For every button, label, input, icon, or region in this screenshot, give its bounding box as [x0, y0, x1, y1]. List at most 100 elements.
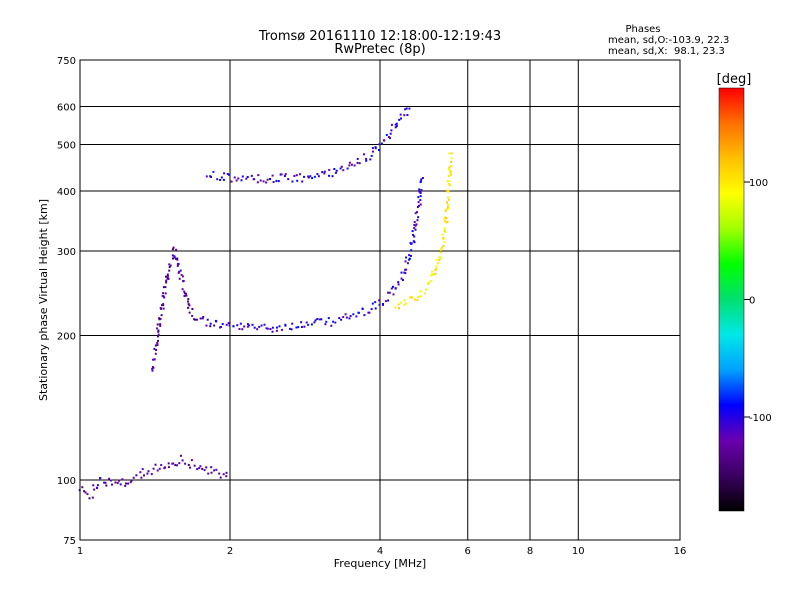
data-point	[116, 481, 119, 484]
data-point	[257, 174, 260, 177]
data-point	[180, 454, 182, 457]
data-point	[230, 180, 233, 183]
data-point	[446, 203, 449, 206]
data-point	[246, 323, 249, 326]
data-point	[222, 178, 225, 181]
data-point	[121, 478, 124, 481]
data-point	[303, 175, 305, 178]
data-point	[325, 320, 328, 323]
data-point	[171, 254, 174, 257]
data-point	[206, 318, 209, 321]
data-point	[420, 189, 423, 191]
data-point	[162, 303, 165, 306]
data-point	[447, 190, 450, 193]
data-point	[445, 217, 448, 220]
data-point	[321, 171, 324, 174]
data-point	[277, 180, 280, 183]
data-point	[441, 233, 444, 236]
data-point	[411, 230, 414, 233]
data-point	[413, 221, 416, 223]
data-point	[400, 271, 403, 274]
data-point	[246, 176, 249, 178]
data-point	[438, 255, 441, 258]
data-point	[416, 299, 419, 301]
data-point	[240, 179, 243, 182]
data-point	[344, 313, 347, 316]
data-point	[152, 358, 155, 361]
data-point	[323, 172, 326, 175]
data-point	[397, 281, 400, 284]
data-point	[394, 126, 397, 129]
data-point	[262, 180, 265, 183]
x-tick-label: 4	[377, 546, 383, 557]
chart-subtitle: RwPretec (8p)	[334, 42, 425, 57]
data-point	[449, 171, 452, 174]
data-point	[419, 195, 422, 198]
data-point	[388, 291, 391, 294]
data-point	[448, 184, 451, 187]
data-point	[430, 280, 433, 283]
data-point	[198, 467, 201, 470]
data-point	[191, 308, 194, 310]
data-point	[150, 473, 153, 476]
data-point	[415, 223, 418, 226]
data-point	[317, 175, 320, 178]
data-point	[166, 273, 169, 276]
data-point	[187, 306, 189, 309]
data-point	[153, 347, 156, 350]
data-point	[241, 175, 244, 178]
y-tick-label: 500	[57, 141, 76, 152]
data-point	[256, 328, 259, 331]
data-point	[183, 295, 186, 297]
data-point	[417, 196, 420, 199]
data-point	[162, 286, 165, 289]
data-point	[295, 326, 298, 329]
data-point	[269, 178, 271, 180]
data-point	[165, 279, 168, 282]
data-point	[413, 227, 416, 229]
data-point	[449, 173, 452, 176]
data-point	[378, 303, 381, 306]
data-point	[342, 169, 345, 172]
data-point	[387, 299, 390, 302]
data-point	[374, 146, 377, 149]
data-point	[157, 333, 160, 336]
data-point	[413, 223, 416, 226]
data-point	[378, 143, 381, 146]
data-point	[447, 207, 450, 210]
data-point	[181, 275, 184, 278]
data-point	[406, 262, 409, 265]
data-point	[307, 323, 310, 326]
data-point	[434, 268, 437, 271]
data-point	[225, 471, 228, 474]
y-axis-label: Stationary phase Virtual Height [km]	[37, 199, 50, 401]
data-point	[162, 304, 165, 307]
data-point	[419, 290, 422, 293]
data-point	[182, 280, 185, 283]
data-point	[228, 173, 231, 176]
data-point	[129, 481, 132, 484]
data-point	[176, 257, 179, 260]
data-point	[291, 322, 294, 325]
data-point	[413, 298, 416, 301]
data-point	[444, 231, 447, 233]
data-point	[371, 302, 374, 305]
data-point	[403, 303, 406, 306]
data-point	[205, 175, 208, 178]
data-point	[414, 212, 417, 215]
data-point	[438, 258, 441, 261]
data-point	[401, 279, 404, 281]
data-point	[111, 483, 113, 486]
y-tick-label: 600	[57, 103, 76, 114]
data-point	[159, 317, 162, 320]
data-point	[250, 174, 253, 177]
data-point	[187, 463, 190, 466]
data-point	[397, 303, 400, 306]
data-point	[356, 157, 359, 160]
data-point	[404, 272, 407, 275]
data-point	[416, 211, 418, 214]
data-point	[276, 326, 278, 329]
data-point	[196, 468, 199, 471]
data-point	[92, 484, 95, 487]
data-point	[218, 472, 221, 475]
